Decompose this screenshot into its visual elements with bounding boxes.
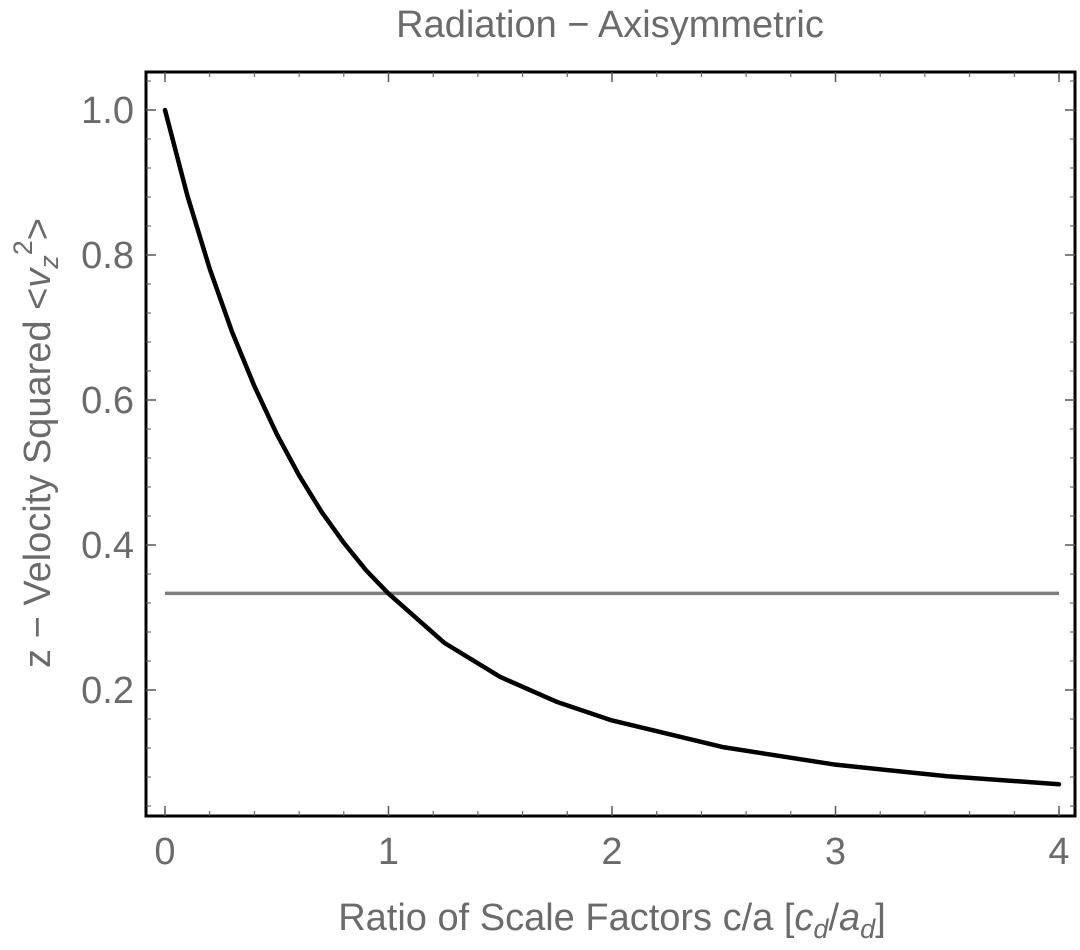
y-tick-label: 0.6	[81, 380, 134, 422]
x-tick-label: 3	[825, 831, 846, 873]
plot-frame	[144, 70, 1077, 818]
ticks-layer: 0 1 2 3 4 0.2 0.4 0.6 0.8 1.0	[81, 72, 1075, 873]
series-layer	[162, 107, 1062, 787]
y-tick-label: 0.2	[81, 670, 134, 712]
x-tick-label: 4	[1048, 831, 1069, 873]
x-axis-label: Ratio of Scale Factors c/a [cd/ad]	[338, 897, 886, 944]
x-tick-label: 0	[154, 831, 175, 873]
y-axis-label: z − Velocity Squared <vz2>	[8, 218, 64, 668]
y-tick-label: 0.4	[81, 525, 134, 567]
curve-line	[162, 107, 1062, 787]
y-tick-label: 1.0	[81, 90, 134, 132]
y-tick-label: 0.8	[81, 235, 134, 277]
x-tick-label: 2	[601, 831, 622, 873]
chart-title: Radiation − Axisymmetric	[396, 4, 824, 46]
x-tick-label: 1	[378, 831, 399, 873]
